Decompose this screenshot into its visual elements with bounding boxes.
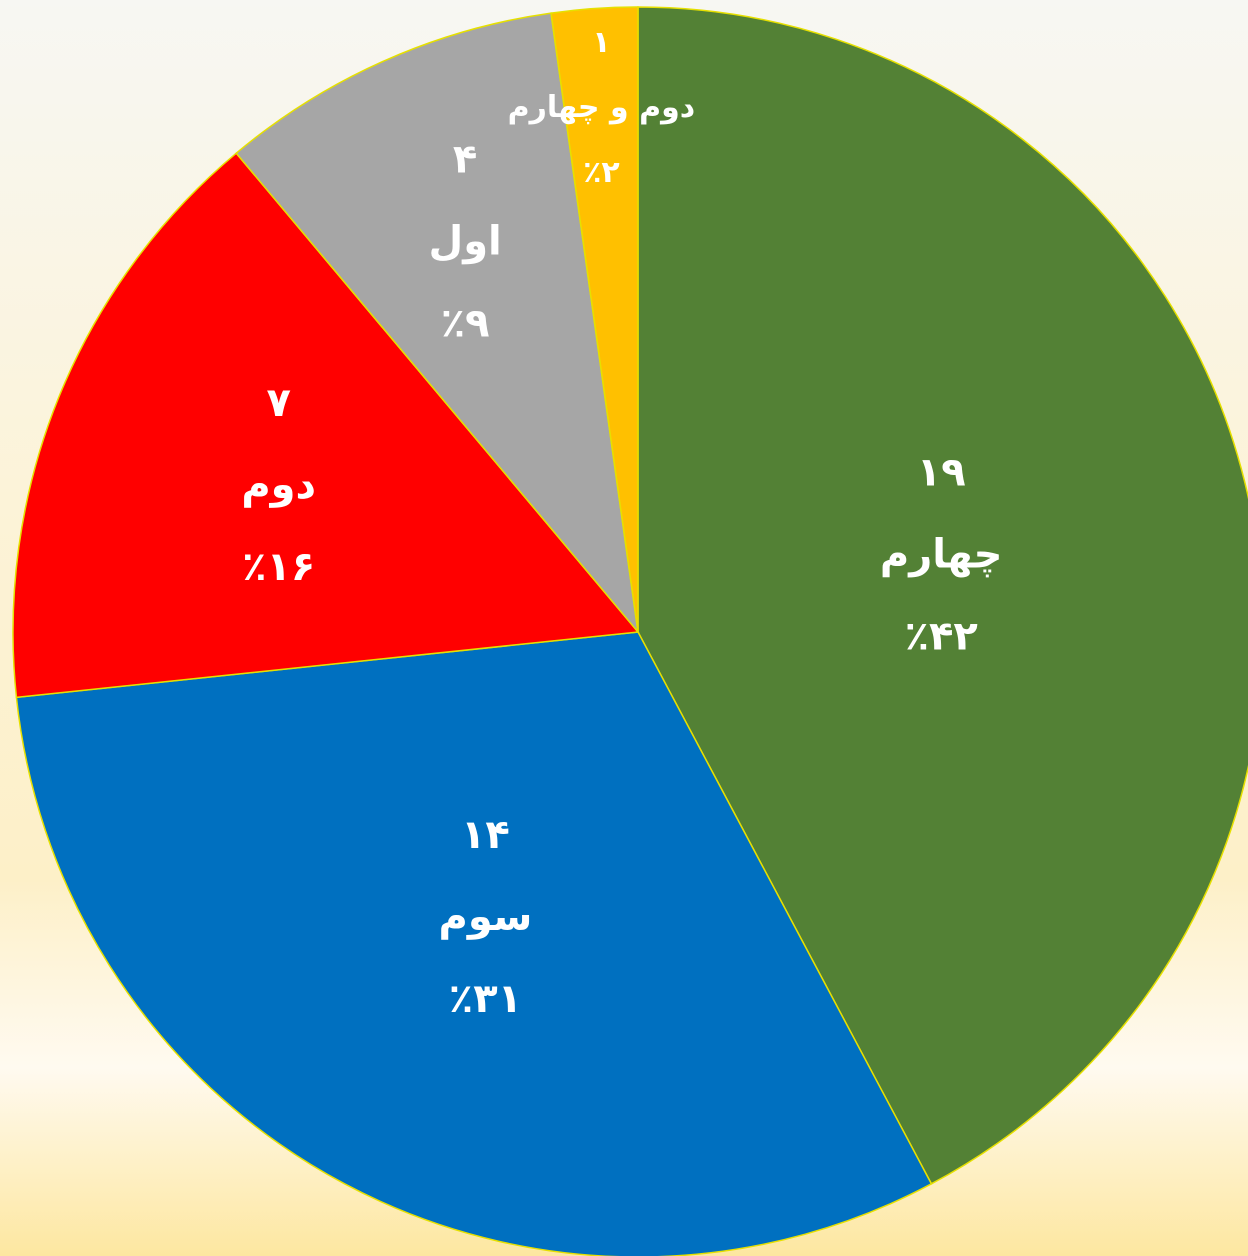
percent-label: ٪۴۲ xyxy=(905,613,978,659)
percent-label: ٪۹ xyxy=(441,301,490,347)
pie-slice xyxy=(15,631,933,1256)
pie-slice xyxy=(12,152,640,699)
value-label: ۱ xyxy=(592,25,610,60)
pie-slice xyxy=(550,6,639,633)
category-label: دوم و چهارم xyxy=(508,90,696,125)
pie-slice xyxy=(637,6,1248,1185)
category-label: سوم xyxy=(439,894,533,940)
percent-label: ٪۲ xyxy=(583,155,620,190)
value-label: ۴ xyxy=(453,137,477,183)
percent-label: ٪۳۱ xyxy=(449,976,522,1022)
value-label: ۱۴ xyxy=(461,812,510,858)
value-label: ۱۹ xyxy=(917,449,966,495)
pie-slice xyxy=(235,12,640,635)
category-label: دوم xyxy=(241,462,316,508)
value-label: ۷ xyxy=(267,380,291,426)
category-label: اول xyxy=(428,219,501,265)
percent-label: ٪۱۶ xyxy=(242,544,315,590)
category-label: چهارم xyxy=(880,531,1003,577)
